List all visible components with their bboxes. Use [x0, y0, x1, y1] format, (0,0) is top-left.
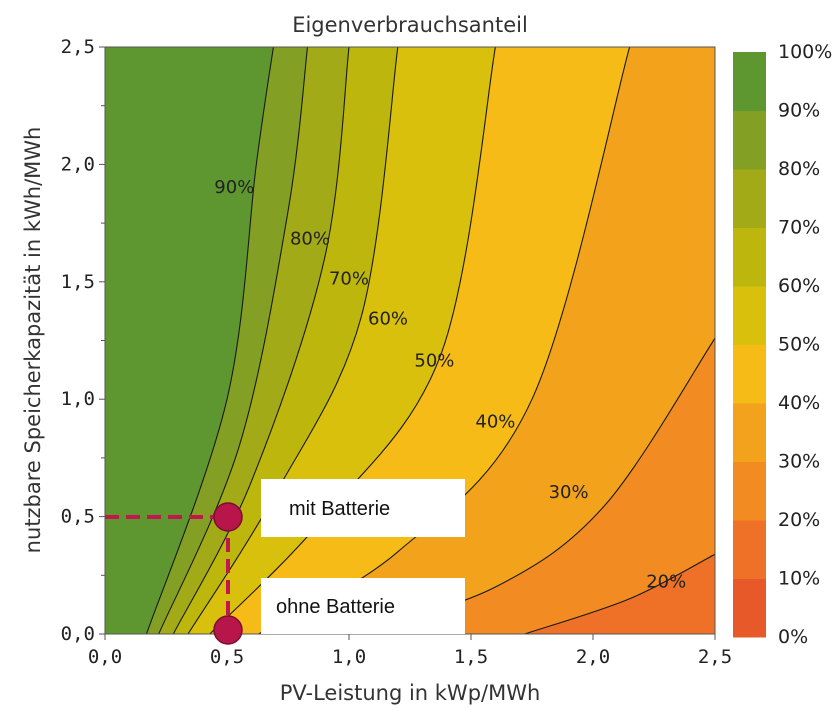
colorbar-segment	[733, 461, 766, 521]
colorbar-label: 100%	[778, 41, 832, 63]
contour-line-80	[158, 47, 309, 634]
mit-batterie-label: mit Batterie	[289, 498, 390, 520]
y-axis-label: nutzbare Speicherkapazität in kWh/MWh	[21, 127, 45, 554]
colorbar-label: 70%	[778, 217, 820, 239]
plot-area	[105, 47, 715, 634]
x-tick-label: 1,0	[332, 646, 366, 668]
x-tick-label: 2,0	[576, 646, 610, 668]
colorbar-label: 20%	[778, 509, 820, 531]
ohne-batterie-label: ohne Batterie	[276, 596, 395, 618]
annotations: mit Batterie ohne Batterie	[105, 479, 465, 645]
x-tick-label: 0,0	[88, 646, 122, 668]
colorbar-segment	[733, 344, 766, 404]
colorbar-segment	[733, 52, 766, 111]
y-tick-label: 1,0	[61, 388, 95, 410]
colorbar: 0% 10% 20% 30% 40% 50% 60% 70% 80% 90% 100%	[733, 41, 832, 648]
colorbar-segment	[733, 520, 766, 579]
y-tick-label: 2,0	[61, 153, 95, 175]
contour-label-30: 30%	[549, 482, 589, 503]
region-above-90	[105, 47, 274, 634]
colorbar-segment	[733, 286, 766, 345]
y-tick-label: 2,5	[61, 36, 95, 58]
x-tick-label: 1,5	[454, 646, 488, 668]
contour-label-80: 80%	[290, 229, 330, 250]
contour-label-90: 90%	[214, 177, 254, 198]
mit-batterie-marker	[213, 502, 243, 532]
contour-label-60: 60%	[368, 308, 408, 329]
contour-line-60	[187, 47, 399, 634]
colorbar-segment	[733, 403, 766, 462]
contour-label-70: 70%	[329, 268, 369, 289]
colorbar-label: 10%	[778, 568, 820, 590]
colorbar-label: 0%	[778, 626, 808, 648]
x-tick-label: 2,5	[698, 646, 732, 668]
colorbar-segment	[733, 227, 766, 287]
colorbar-label: 30%	[778, 451, 820, 473]
colorbar-label: 90%	[778, 100, 820, 122]
contour-line-70	[172, 47, 350, 634]
contour-line-50	[209, 47, 496, 634]
contour-label-40: 40%	[475, 412, 515, 433]
colorbar-label: 80%	[778, 158, 820, 180]
contour-line-90	[145, 47, 274, 634]
colorbar-label: 50%	[778, 334, 820, 356]
y-tick-label: 0,0	[61, 623, 95, 645]
mit-batterie-box	[261, 479, 465, 537]
x-tick-label: 0,5	[210, 646, 244, 668]
contour-label-20: 20%	[646, 571, 686, 592]
ohne-batterie-marker	[213, 615, 243, 645]
ohne-batterie-box	[261, 578, 465, 634]
colorbar-segment	[733, 578, 766, 638]
colorbar-label: 60%	[778, 275, 820, 297]
contour-label-50: 50%	[414, 351, 454, 372]
y-tick-label: 0,5	[61, 506, 95, 528]
colorbar-segment	[733, 110, 766, 170]
colorbar-label: 40%	[778, 392, 820, 414]
y-tick-label: 1,5	[61, 271, 95, 293]
x-axis-label: PV-Leistung in kWp/MWh	[280, 681, 541, 705]
colorbar-segment	[733, 169, 766, 228]
chart-title: Eigenverbrauchsanteil	[292, 13, 528, 37]
contour-line-20	[524, 553, 715, 634]
